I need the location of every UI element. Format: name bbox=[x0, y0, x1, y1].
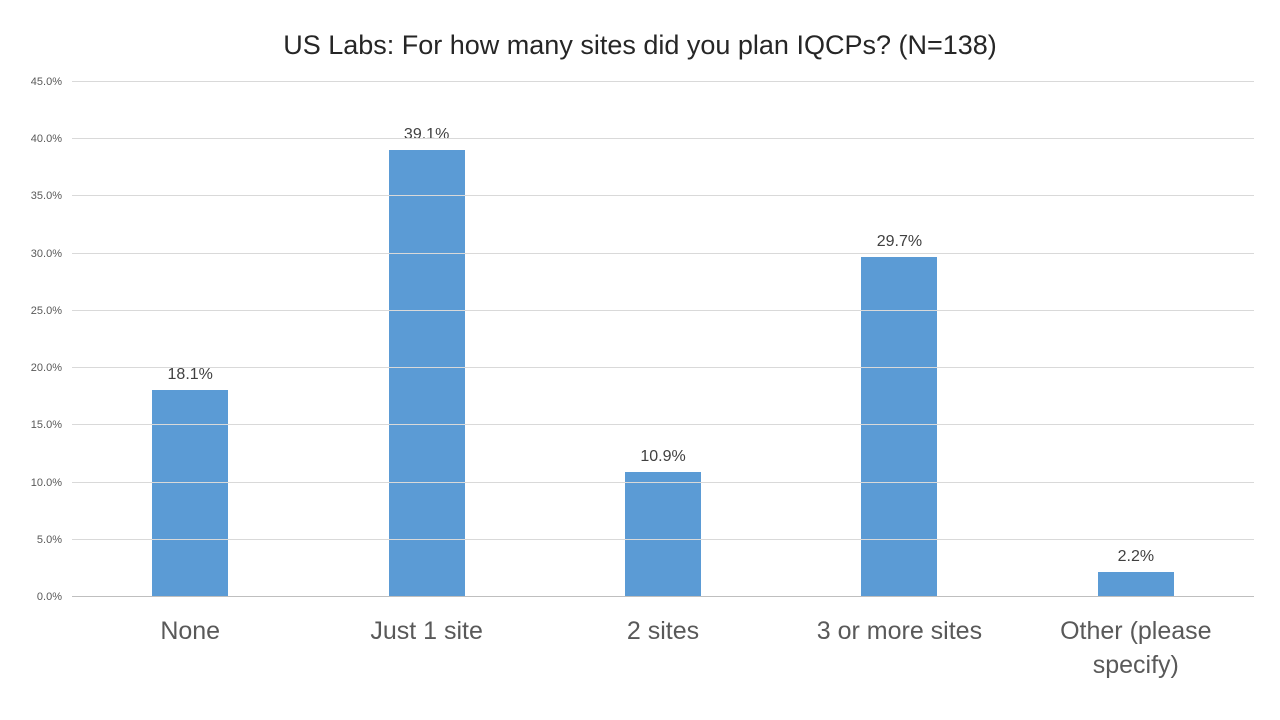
bar-slot: 18.1% bbox=[72, 82, 308, 597]
bar-slot: 39.1% bbox=[308, 82, 544, 597]
bar-series: 18.1% 39.1% 10.9% 29.7% 2.2% bbox=[72, 82, 1254, 597]
bar bbox=[625, 472, 702, 597]
gridline bbox=[72, 481, 1254, 483]
gridline bbox=[72, 367, 1254, 369]
category-label: Other (please specify) bbox=[1060, 617, 1212, 679]
gridline bbox=[72, 195, 1254, 197]
gridline bbox=[72, 538, 1254, 540]
x-axis-labels: None Just 1 site 2 sites 3 or more sites Oth… bbox=[72, 615, 1254, 683]
y-tick-label: 20.0% bbox=[30, 362, 62, 375]
gridline bbox=[72, 252, 1254, 254]
plot-area: 18.1% 39.1% 10.9% 29.7% 2.2% bbox=[72, 81, 1254, 597]
bar-slot: 10.9% bbox=[545, 82, 781, 597]
bar-slot: 29.7% bbox=[781, 82, 1017, 597]
y-tick-label: 40.0% bbox=[30, 133, 62, 146]
bar-value-label: 10.9% bbox=[640, 448, 686, 466]
y-tick-label: 30.0% bbox=[30, 247, 62, 260]
bar-value-label: 39.1% bbox=[403, 125, 450, 143]
category-label: 3 or more sites bbox=[816, 617, 983, 645]
y-tick-label: 15.0% bbox=[30, 419, 62, 432]
gridline bbox=[72, 138, 1254, 140]
category-label: Just 1 site bbox=[370, 617, 483, 645]
x-axis-line bbox=[72, 596, 1254, 597]
bar bbox=[861, 257, 938, 597]
bar bbox=[1097, 571, 1174, 597]
category-label: None bbox=[160, 617, 221, 645]
bar-value-label: 2.2% bbox=[1117, 547, 1155, 565]
bar-value-label: 29.7% bbox=[876, 233, 923, 251]
y-tick-label: 10.0% bbox=[30, 476, 62, 489]
gridline bbox=[72, 424, 1254, 426]
bar-value-label: 18.1% bbox=[167, 365, 213, 383]
gridline bbox=[72, 309, 1254, 311]
y-tick-label: 35.0% bbox=[30, 190, 62, 203]
y-tick-label: 45.0% bbox=[30, 76, 62, 88]
category-label: 2 sites bbox=[626, 617, 700, 645]
bar bbox=[152, 389, 229, 597]
y-tick-label: 5.0% bbox=[36, 533, 62, 546]
bar bbox=[388, 149, 465, 597]
bar-slot: 2.2% bbox=[1018, 82, 1254, 597]
plot-region: 18.1% 39.1% 10.9% 29.7% 2.2% 0.0% 5.0% 10.0% 15… bbox=[0, 76, 1280, 603]
y-tick-label: 25.0% bbox=[30, 304, 62, 317]
y-tick-label: 0.0% bbox=[36, 591, 62, 603]
gridline bbox=[72, 81, 1254, 82]
chart-title: US Labs: For how many sites did you plan… bbox=[283, 30, 997, 60]
